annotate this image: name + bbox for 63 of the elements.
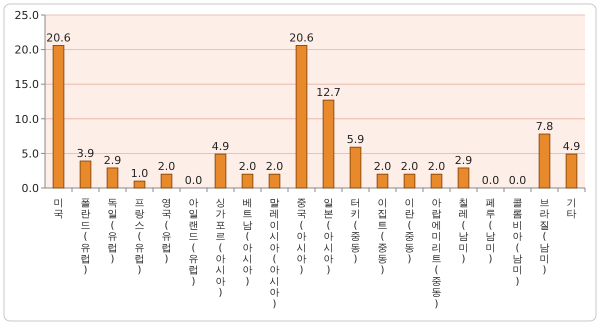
data-label: 12.7 xyxy=(316,86,341,100)
data-label: 0.0 xyxy=(184,174,202,187)
data-label: 2.0 xyxy=(374,160,392,174)
data-label: 3.9 xyxy=(76,147,94,160)
bar xyxy=(322,100,334,188)
bar xyxy=(538,134,550,188)
x-tick-label: 페루(남미) xyxy=(486,198,496,265)
x-tick-label: 베트남(아시아) xyxy=(242,198,252,288)
data-label: 7.8 xyxy=(536,120,554,134)
data-label: 2.0 xyxy=(400,160,418,174)
y-tick-label: 15.0 xyxy=(14,78,39,92)
x-tick-label: 아일랜드(유럽) xyxy=(188,198,198,288)
x-tick-label: 영국(유럽) xyxy=(162,198,172,265)
bar xyxy=(430,174,442,188)
x-tick-label: 터키(중동) xyxy=(350,198,360,265)
data-label: 1.0 xyxy=(130,167,148,180)
bar xyxy=(242,174,254,188)
y-tick-label: 10.0 xyxy=(14,112,39,126)
bar xyxy=(350,146,362,188)
bar xyxy=(566,154,578,188)
bar xyxy=(268,174,280,188)
x-tick-label: 독일(유럽) xyxy=(108,198,118,265)
x-tick-label: 브라질(남미) xyxy=(540,198,550,276)
data-label: 4.9 xyxy=(562,140,580,154)
x-tick-label: 기타 xyxy=(566,198,576,220)
x-tick-label: 미국 xyxy=(54,198,64,220)
x-tick-label: 중국(아시아) xyxy=(296,198,306,276)
y-tick-label: 20.0 xyxy=(14,44,39,57)
y-tick-label: 0.0 xyxy=(22,182,39,195)
data-label: 4.9 xyxy=(212,140,230,154)
x-tick-label: 프랑스(유럽) xyxy=(134,198,144,276)
category-label: 아랍에미리트(중동) xyxy=(432,198,442,310)
bar xyxy=(404,174,416,188)
bar xyxy=(214,154,226,188)
data-label: 0.0 xyxy=(482,174,500,187)
data-label: 0.0 xyxy=(508,174,526,187)
data-label: 2.0 xyxy=(428,160,446,174)
bar xyxy=(458,168,470,188)
data-label: 2.0 xyxy=(266,160,284,174)
bar xyxy=(134,180,146,188)
bar xyxy=(376,174,388,188)
x-tick-label: 콜롬비아(남미) xyxy=(512,198,522,288)
data-label: 2.0 xyxy=(238,160,256,174)
bar xyxy=(106,168,118,188)
data-label: 5.9 xyxy=(346,133,364,146)
x-tick-label: 이집트(중동) xyxy=(378,198,388,276)
bar xyxy=(160,174,172,188)
category-label: 싱가포르(아시아) xyxy=(216,198,226,299)
y-tick-label: 25.0 xyxy=(14,9,39,22)
data-label: 20.6 xyxy=(289,31,314,44)
y-tick-label: 5.0 xyxy=(22,147,39,160)
category-label: 말레이시아(아시아) xyxy=(270,198,280,310)
data-label: 2.0 xyxy=(158,160,176,174)
data-label: 20.6 xyxy=(46,31,71,44)
x-tick-label: 일본(아시아) xyxy=(324,198,334,276)
bar xyxy=(80,160,92,188)
bar xyxy=(296,45,308,188)
x-tick-label: 폴란드(유럽) xyxy=(80,198,90,276)
data-label: 2.9 xyxy=(454,154,472,167)
x-tick-label: 칠레(남미) xyxy=(458,198,468,265)
bar xyxy=(52,45,64,188)
x-tick-label: 이란(중동) xyxy=(404,198,414,265)
data-label: 2.9 xyxy=(104,154,122,167)
